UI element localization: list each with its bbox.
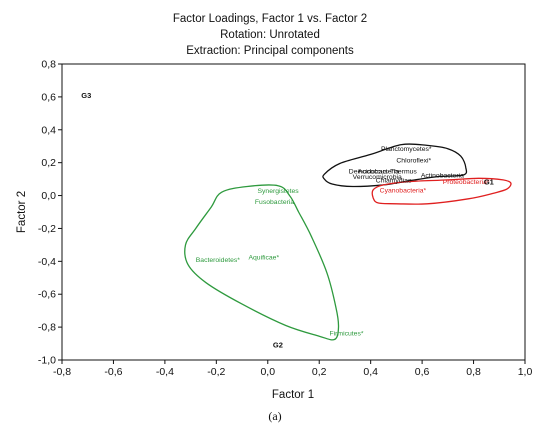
group-outline-g1 xyxy=(322,143,468,188)
x-axis-ticks: -0,8 -0,6 -0,4 -0,2 0,0 0,2 0,4 0,6 0,8 1,0 xyxy=(53,360,532,378)
y-tick-label: -0,8 xyxy=(38,322,56,334)
y-tick-label: -1,0 xyxy=(38,355,56,367)
point-label: Verrucomicrobia xyxy=(353,174,402,181)
point-label: Cyanobacteria* xyxy=(380,187,427,194)
y-tick-label: -0,6 xyxy=(38,289,56,301)
point-labels: Planctomycetes* Chloroflexi* Deinococcus-T… xyxy=(196,146,490,337)
y-tick-label: 0,8 xyxy=(41,59,56,71)
group-label: G1 xyxy=(484,178,494,187)
point-label: Chloroflexi* xyxy=(396,158,431,165)
x-tick-label: 0,8 xyxy=(466,366,481,378)
chart-title: Factor Loadings, Factor 1 vs. Factor 2 xyxy=(173,13,367,25)
plot-area xyxy=(61,63,526,361)
y-tick-label: 0,2 xyxy=(41,157,56,169)
point-label: Deinococcus-Thermus xyxy=(349,168,418,175)
y-tick-label: -0,4 xyxy=(38,256,56,268)
point-label: Fusobacteria xyxy=(255,199,295,206)
point-label: Bacteroidetes* xyxy=(196,257,241,264)
group-label: G2 xyxy=(273,340,283,349)
y-tick-label: -0,2 xyxy=(38,223,56,235)
group-outline-g2 xyxy=(184,184,340,341)
chart-subtitle-rotation: Rotation: Unrotated xyxy=(220,29,320,41)
point-label: Synergistetes xyxy=(257,188,299,195)
y-axis-label: Factor 2 xyxy=(16,191,28,233)
group-outline-g1 xyxy=(371,177,512,205)
point-label: Actinobacteria xyxy=(421,173,464,180)
x-tick-label: 0,6 xyxy=(415,366,430,378)
point-label: Aquificae* xyxy=(248,255,279,262)
y-tick-label: 0,4 xyxy=(41,124,56,136)
figure-caption: (a) xyxy=(268,409,281,423)
y-tick-label: 0,6 xyxy=(41,91,56,103)
point-label: Firmicutes* xyxy=(330,330,364,337)
x-tick-label: 0,2 xyxy=(312,366,327,378)
group-label: G3 xyxy=(81,91,91,100)
y-tick-label: 0,0 xyxy=(41,190,56,202)
group-outlines xyxy=(184,143,512,341)
x-axis-label: Factor 1 xyxy=(272,389,314,401)
group-labels: G1 G2 G3 xyxy=(81,91,494,349)
y-axis-ticks: -1,0 -0,8 -0,6 -0,4 -0,2 0,0 0,2 0,4 0,6 0,8 xyxy=(38,59,62,367)
x-tick-label: -0,8 xyxy=(53,366,71,378)
x-tick-label: 1,0 xyxy=(518,366,533,378)
point-label: Chlamydiae xyxy=(376,177,412,184)
point-label: Proteobacteria* xyxy=(443,179,490,186)
x-tick-label: -0,6 xyxy=(104,366,122,378)
x-tick-label: 0,0 xyxy=(260,366,275,378)
point-label: Planctomycetes* xyxy=(381,146,432,153)
chart-titles: Factor Loadings, Factor 1 vs. Factor 2 R… xyxy=(173,13,367,57)
point-label: Acidobacteria xyxy=(358,168,399,175)
x-tick-label: -0,4 xyxy=(156,366,174,378)
x-tick-label: 0,4 xyxy=(363,366,378,378)
x-tick-label: -0,2 xyxy=(207,366,225,378)
chart-subtitle-extraction: Extraction: Principal components xyxy=(186,45,354,57)
